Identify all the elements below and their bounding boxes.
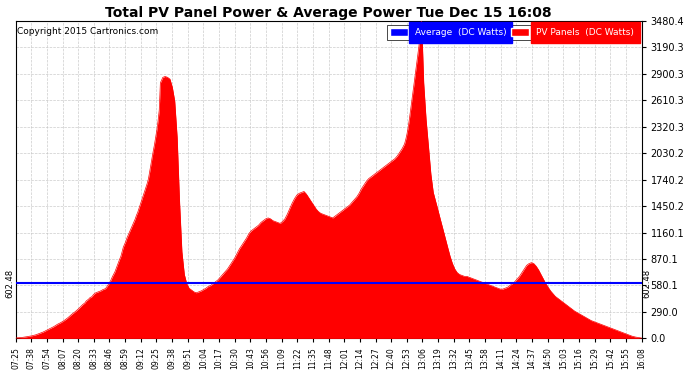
Title: Total PV Panel Power & Average Power Tue Dec 15 16:08: Total PV Panel Power & Average Power Tue… [106, 6, 552, 20]
Text: 602.48: 602.48 [6, 269, 14, 298]
Legend: Average  (DC Watts), PV Panels  (DC Watts): Average (DC Watts), PV Panels (DC Watts) [387, 25, 637, 40]
Text: Copyright 2015 Cartronics.com: Copyright 2015 Cartronics.com [17, 27, 158, 36]
Text: 602.48: 602.48 [643, 269, 652, 298]
